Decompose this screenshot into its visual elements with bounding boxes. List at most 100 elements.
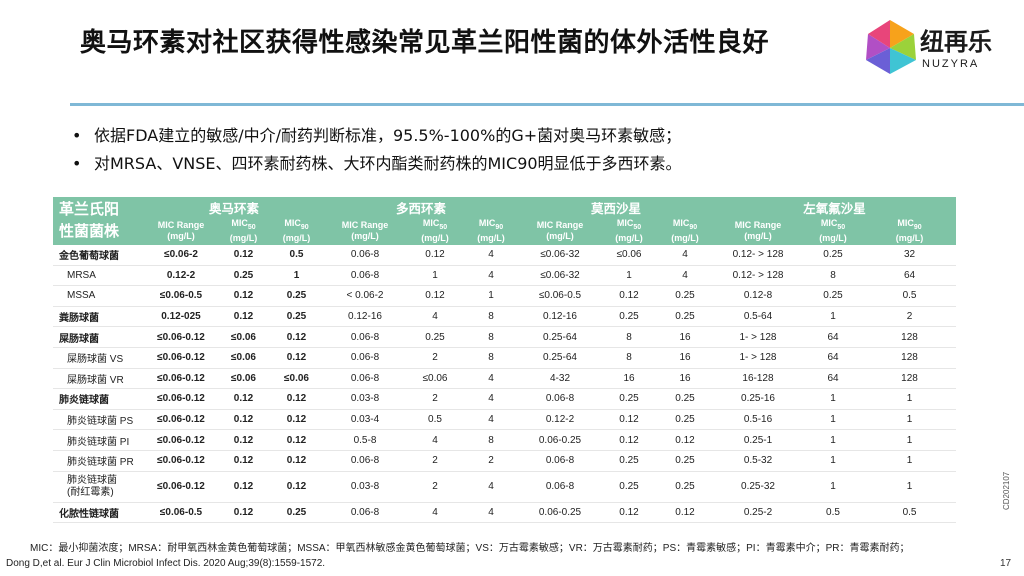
mic-value-cell: 0.25 — [803, 245, 863, 266]
mic-value-cell: 0.12- > 128 — [713, 265, 803, 287]
mic-value-cell: 0.12 — [601, 502, 657, 524]
mic-value-cell: ≤0.06 — [407, 368, 463, 390]
mic-value-cell: 4 — [463, 265, 519, 287]
drug-header: 左氧氟沙星 — [713, 197, 957, 217]
strain-name: 肺炎链球菌 PR — [67, 457, 134, 469]
mic-value-cell: 0.25 — [407, 326, 463, 348]
logo-subtext: NUZYRA — [922, 58, 980, 70]
mic-value-cell: 0.03-8 — [323, 471, 407, 503]
subheader-cell: MIC50 (mg/L) — [407, 217, 463, 245]
mic-value-cell: 0.12 — [217, 306, 270, 328]
mic-value-cell: 0.06-8 — [323, 326, 407, 348]
mic-value-cell: 0.12 — [270, 326, 323, 348]
mic-value-cell: 0.5 — [270, 245, 323, 266]
mic-value-cell: 0.12 — [270, 388, 323, 410]
bullet-item: 对MRSA、VNSE、四环素耐药株、大环内酯类耐药株的MIC90明显低于多西环素… — [72, 150, 682, 178]
mic-value-cell: 1 — [863, 388, 957, 410]
mic-value-cell: 0.06-8 — [519, 471, 601, 503]
mic-value-cell: 2 — [407, 388, 463, 410]
logo-brand-text: 纽再乐 — [920, 28, 992, 56]
corner-line-2: 性菌菌株 — [59, 223, 120, 240]
mic-value-cell: 0.25 — [657, 471, 713, 503]
subheader-label: MIC — [284, 218, 301, 229]
strain-name-note: (耐红霉素) — [67, 486, 114, 498]
mic-value-cell: 0.12 — [270, 429, 323, 451]
subheader-cell: MIC90 (mg/L) — [463, 217, 519, 245]
mic-value-cell: ≤0.06-32 — [519, 245, 601, 266]
strain-name: 肺炎链球菌 — [59, 395, 109, 407]
mic-value-cell: 1- > 128 — [713, 347, 803, 369]
mic-value-cell: 1 — [803, 409, 863, 431]
mic-value-cell: 4 — [407, 306, 463, 328]
mic-value-cell: 0.25 — [657, 409, 713, 431]
mic-value-cell: ≤0.06-0.12 — [145, 409, 217, 431]
mic-value-cell: 0.12 — [270, 471, 323, 503]
mic-value-cell: 0.06-8 — [323, 450, 407, 472]
mic-value-cell: 64 — [803, 347, 863, 369]
mic-value-cell: 0.12 — [657, 429, 713, 451]
strain-name-cell: 肺炎链球菌 PR — [53, 450, 145, 472]
mic-value-cell: 4 — [407, 429, 463, 451]
strain-name: 肺炎链球菌 — [67, 474, 117, 486]
mic-value-cell: 1 — [803, 306, 863, 328]
subheader-cell: MIC Range (mg/L) — [519, 217, 601, 245]
table-row: 屎肠球菌 VS ≤0.06-0.12 ≤0.06 0.12 0.06-8 2 8 0.25-6… — [53, 347, 957, 369]
subheader-unit: (mg/L) — [819, 232, 847, 243]
mic-value-cell: 16 — [657, 326, 713, 348]
nuzyra-logo-mark-icon — [866, 20, 916, 74]
mic-value-cell: ≤0.06-0.12 — [145, 326, 217, 348]
subheader-unit: (mg/L) — [421, 232, 449, 243]
mic-value-cell: 4 — [463, 388, 519, 410]
document-code: CD202107 — [1002, 471, 1011, 510]
strain-name-cell: 金色葡萄球菌 — [53, 245, 145, 266]
strain-name: 化脓性链球菌 — [59, 508, 119, 520]
strain-name: 屎肠球菌 — [59, 333, 99, 345]
drug-header: 莫西沙星 — [519, 197, 713, 217]
mic-value-cell: 0.12-2 — [519, 409, 601, 431]
mic-value-cell: 0.06-0.25 — [519, 502, 601, 524]
mic-value-cell: 4 — [463, 245, 519, 266]
mic-value-cell: 0.5 — [803, 502, 863, 524]
corner-line-1: 革兰氏阳 — [59, 201, 120, 218]
mic-value-cell: 1 — [863, 409, 957, 431]
mic-value-cell: 0.25 — [270, 285, 323, 307]
subheader-unit: (mg/L) — [282, 232, 311, 243]
mic-value-cell: 16 — [657, 368, 713, 390]
bullet-list: 依据FDA建立的敏感/中介/耐药判断标准，95.5%-100%的G+菌对奥马环素… — [72, 122, 682, 178]
subheader-row: MIC Range (mg/L) MIC50 (mg/L) MIC90 (mg/L) MIC… — [53, 217, 957, 245]
mic-value-cell: 0.12 — [217, 502, 270, 524]
mic-value-cell: 0.12 — [217, 245, 270, 266]
strain-name-cell: 肺炎链球菌 PI — [53, 429, 145, 451]
mic-value-cell: 0.25 — [601, 450, 657, 472]
subheader-label: MIC — [478, 218, 496, 229]
subheader-cell: MIC90 (mg/L) — [657, 217, 713, 245]
nuzyra-logo: 纽再乐 NUZYRA — [862, 18, 1012, 80]
mic-value-cell: 2 — [863, 306, 957, 328]
mic-value-cell: 0.25 — [601, 306, 657, 328]
mic-value-cell: ≤0.06 — [217, 368, 270, 390]
mic-value-cell: 4 — [463, 368, 519, 390]
mic-value-cell: 0.12-16 — [323, 306, 407, 328]
table-corner-header: 革兰氏阳 性菌菌株 — [53, 197, 145, 245]
mic-value-cell: 0.25 — [270, 306, 323, 328]
subheader-label: MIC — [231, 218, 248, 229]
strain-name: 金色葡萄球菌 — [59, 251, 119, 263]
subheader-unit: (mg/L) — [229, 232, 258, 243]
table-row: 肺炎链球菌 PS ≤0.06-0.12 0.12 0.12 0.03-4 0.5 4 0.12… — [53, 409, 957, 431]
mic-value-cell: ≤0.06 — [270, 368, 323, 390]
mic-value-cell: 0.25-64 — [519, 347, 601, 369]
mic-value-cell: 0.12-8 — [713, 285, 803, 307]
mic-value-cell: 0.5-32 — [713, 450, 803, 472]
bullet-item: 依据FDA建立的敏感/中介/耐药判断标准，95.5%-100%的G+菌对奥马环素… — [72, 122, 682, 150]
mic-value-cell: < 0.06-2 — [323, 285, 407, 307]
strain-name-cell: MSSA — [53, 285, 145, 307]
strain-name-cell: 屎肠球菌 VS — [53, 347, 145, 369]
strain-name-cell: 肺炎链球菌 PS — [53, 409, 145, 431]
mic-value-cell: 0.12 — [601, 409, 657, 431]
mic-value-cell: 2 — [407, 347, 463, 369]
mic-value-cell: 0.25-32 — [713, 471, 803, 503]
strain-name: MRSA — [67, 269, 96, 281]
subheader-label: MIC — [897, 218, 914, 229]
strain-name-cell: 屎肠球菌 VR — [53, 368, 145, 390]
strain-name: 粪肠球菌 — [59, 313, 99, 325]
